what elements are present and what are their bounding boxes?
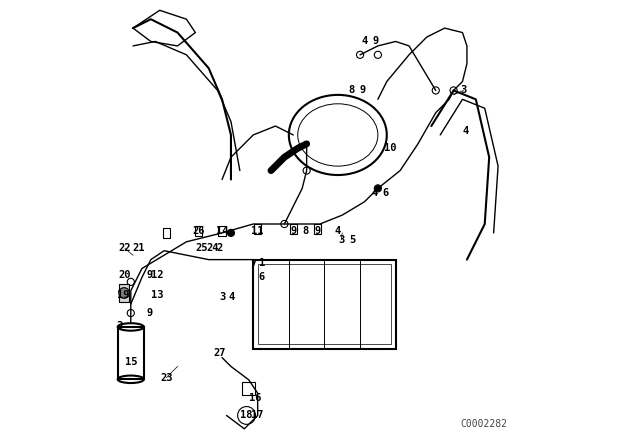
Text: 2: 2 <box>217 243 223 254</box>
Text: C0002282: C0002282 <box>460 419 507 429</box>
Text: 9: 9 <box>147 308 152 318</box>
Text: 25: 25 <box>195 243 207 254</box>
Text: 27: 27 <box>214 348 226 358</box>
Bar <box>195 226 202 236</box>
Text: 4: 4 <box>463 125 469 135</box>
Circle shape <box>375 186 381 191</box>
Text: 4: 4 <box>335 226 341 236</box>
Bar <box>119 284 129 302</box>
Circle shape <box>228 230 234 236</box>
Text: 9: 9 <box>290 226 296 236</box>
Text: 14: 14 <box>216 226 228 236</box>
Bar <box>218 226 226 236</box>
Text: 4: 4 <box>228 293 235 302</box>
Text: 3: 3 <box>339 235 344 245</box>
Text: 12: 12 <box>151 270 164 280</box>
Text: 17: 17 <box>250 410 263 420</box>
Text: 9: 9 <box>147 270 152 280</box>
Text: 16: 16 <box>249 392 262 403</box>
Text: 3: 3 <box>116 321 123 332</box>
Text: 4: 4 <box>362 36 367 47</box>
Bar <box>118 327 144 379</box>
Text: 3: 3 <box>460 86 467 95</box>
Text: 22: 22 <box>119 243 131 254</box>
Text: 13: 13 <box>151 290 164 300</box>
Text: 8: 8 <box>348 86 355 95</box>
Text: 23: 23 <box>160 373 173 383</box>
Bar <box>258 264 391 344</box>
Text: 20: 20 <box>119 270 131 280</box>
Text: 15: 15 <box>125 357 137 367</box>
Text: 19: 19 <box>117 290 129 300</box>
Text: 6: 6 <box>383 188 389 198</box>
Text: 24: 24 <box>206 243 218 254</box>
Bar <box>253 260 396 349</box>
Text: 8: 8 <box>303 226 309 236</box>
Bar <box>242 382 255 396</box>
Text: 26: 26 <box>193 226 205 236</box>
Text: 5: 5 <box>349 235 356 245</box>
Circle shape <box>119 288 129 298</box>
Text: 9: 9 <box>314 226 321 236</box>
Text: 6: 6 <box>258 272 264 282</box>
Text: 9: 9 <box>372 36 379 47</box>
Text: 7: 7 <box>250 259 257 269</box>
Bar <box>163 228 170 238</box>
Text: 3: 3 <box>219 293 225 302</box>
Text: 18: 18 <box>240 410 253 420</box>
Bar <box>314 224 321 234</box>
Text: 4: 4 <box>372 188 378 198</box>
Text: 10: 10 <box>384 143 397 153</box>
Text: 11: 11 <box>252 226 264 236</box>
Text: 1: 1 <box>259 258 265 268</box>
Bar <box>290 224 297 234</box>
Text: 21: 21 <box>132 243 145 254</box>
Text: 9: 9 <box>359 86 365 95</box>
Bar <box>254 224 261 234</box>
